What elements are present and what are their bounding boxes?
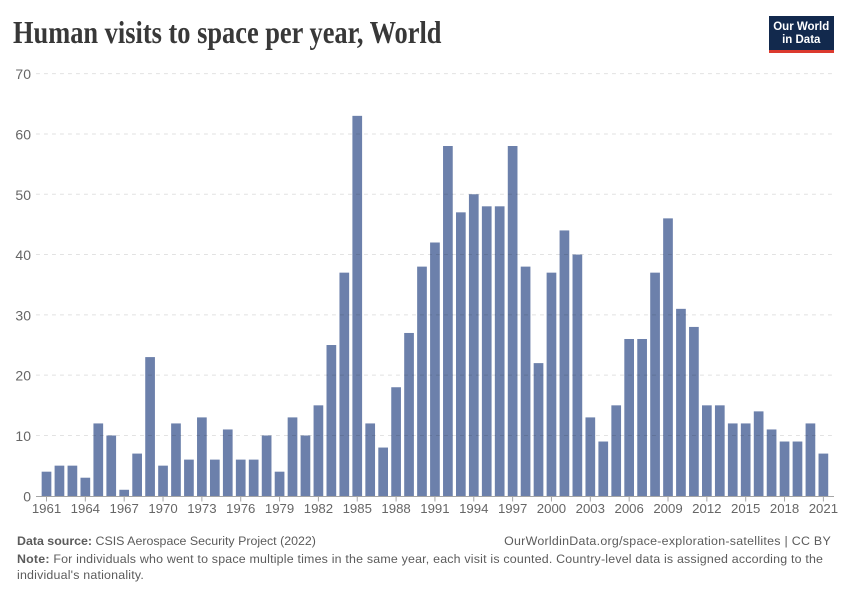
svg-text:1991: 1991 xyxy=(420,501,449,516)
svg-text:2021: 2021 xyxy=(809,501,838,516)
svg-text:1961: 1961 xyxy=(32,501,61,516)
svg-text:1985: 1985 xyxy=(343,501,372,516)
svg-text:1988: 1988 xyxy=(381,501,410,516)
svg-text:1970: 1970 xyxy=(148,501,177,516)
svg-text:1994: 1994 xyxy=(459,501,488,516)
svg-text:2006: 2006 xyxy=(614,501,643,516)
svg-text:0: 0 xyxy=(23,488,31,504)
svg-text:40: 40 xyxy=(15,247,31,263)
svg-text:70: 70 xyxy=(15,66,31,82)
svg-text:10: 10 xyxy=(15,428,31,444)
svg-text:1982: 1982 xyxy=(304,501,333,516)
svg-text:20: 20 xyxy=(15,368,31,384)
svg-text:1979: 1979 xyxy=(265,501,294,516)
svg-text:30: 30 xyxy=(15,307,31,323)
svg-text:50: 50 xyxy=(15,187,31,203)
svg-text:1976: 1976 xyxy=(226,501,255,516)
svg-text:1997: 1997 xyxy=(498,501,527,516)
svg-text:2003: 2003 xyxy=(576,501,605,516)
svg-text:2000: 2000 xyxy=(537,501,566,516)
svg-text:2015: 2015 xyxy=(731,501,760,516)
svg-text:2018: 2018 xyxy=(770,501,799,516)
svg-text:60: 60 xyxy=(15,126,31,142)
svg-text:1973: 1973 xyxy=(187,501,216,516)
svg-text:1964: 1964 xyxy=(71,501,100,516)
svg-text:2012: 2012 xyxy=(692,501,721,516)
svg-text:1967: 1967 xyxy=(110,501,139,516)
svg-text:2009: 2009 xyxy=(653,501,682,516)
